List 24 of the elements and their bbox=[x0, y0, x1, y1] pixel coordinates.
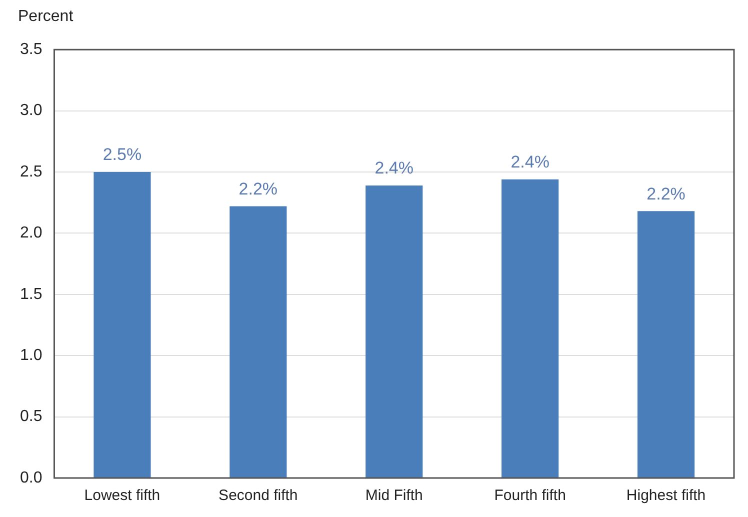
y-axis-title: Percent bbox=[17, 8, 74, 27]
y-tick-label: 1.0 bbox=[20, 347, 42, 364]
data-label: 2.4% bbox=[510, 152, 550, 172]
x-tick-label: Fourth fifth bbox=[494, 487, 566, 504]
x-tick-label: Highest fifth bbox=[626, 487, 706, 504]
bar bbox=[637, 211, 695, 478]
x-tick-label: Second fifth bbox=[218, 487, 298, 504]
x-tick-label: Mid Fifth bbox=[365, 487, 423, 504]
bar bbox=[94, 172, 151, 478]
data-label: 2.2% bbox=[646, 184, 686, 204]
data-label: 2.4% bbox=[374, 158, 414, 178]
y-tick-label: 2.5 bbox=[20, 163, 42, 180]
y-tick-label: 0.0 bbox=[20, 469, 42, 486]
y-tick-label: 3.5 bbox=[20, 41, 42, 58]
bar bbox=[230, 206, 287, 478]
x-tick-label: Lowest fifth bbox=[84, 487, 160, 504]
y-tick-label: 3.0 bbox=[20, 102, 42, 120]
y-tick-label: 0.5 bbox=[20, 408, 42, 426]
y-tick-label: 2.0 bbox=[20, 224, 42, 242]
bar bbox=[366, 185, 423, 478]
data-label: 2.5% bbox=[102, 145, 142, 164]
y-tick-label: 1.5 bbox=[20, 286, 42, 303]
data-label: 2.2% bbox=[238, 179, 278, 198]
bar bbox=[502, 179, 559, 478]
